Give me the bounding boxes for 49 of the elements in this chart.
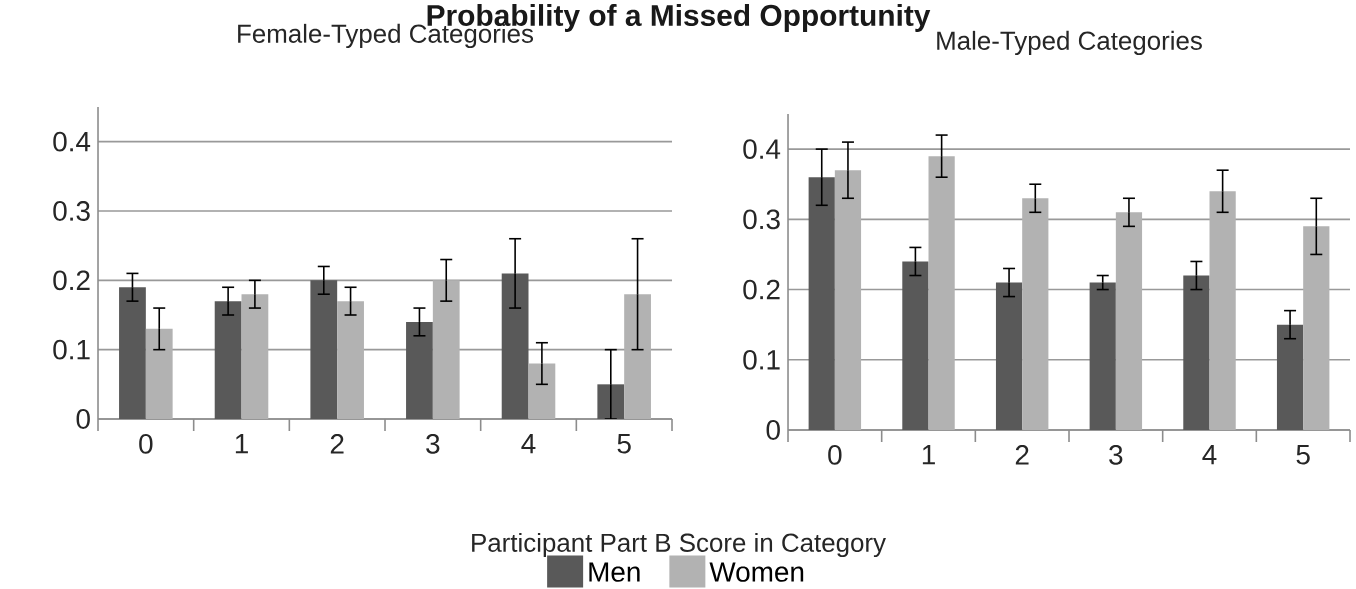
x-tick-label: 2	[330, 434, 344, 454]
x-axis-title: Participant Part B Score in Category	[472, 532, 886, 558]
x-tick-label: 3	[1109, 445, 1123, 465]
bar	[808, 177, 835, 430]
y-tick-label: 0	[766, 420, 780, 440]
legend-label: Men	[589, 562, 640, 582]
x-tick-label: 1	[235, 434, 248, 454]
y-tick-label: 0.3	[53, 201, 90, 221]
legend-label: Women	[709, 562, 804, 582]
bar	[928, 156, 955, 430]
y-tick-label: 0.1	[53, 339, 90, 360]
bar	[834, 170, 862, 430]
bar	[1209, 191, 1236, 430]
bar	[145, 328, 173, 419]
bar	[1022, 198, 1049, 430]
x-tick-label: 4	[1202, 445, 1217, 465]
bar	[241, 294, 269, 419]
bar	[119, 287, 146, 419]
x-tick-label: 0	[139, 434, 153, 454]
bar	[1115, 212, 1143, 430]
bar	[310, 280, 338, 419]
x-tick-label: 0	[828, 445, 842, 465]
y-tick-label: 0.2	[743, 279, 780, 300]
y-tick-label: 0.3	[743, 209, 780, 230]
y-tick-label: 0.4	[743, 139, 781, 159]
bar	[501, 273, 529, 419]
bar	[902, 261, 929, 430]
chart-title: Male-Typed Categories	[937, 30, 1202, 56]
bar	[214, 301, 242, 419]
x-tick-label: 5	[617, 434, 631, 454]
bar	[528, 363, 556, 419]
bar	[1276, 324, 1304, 430]
x-tick-label: 4	[521, 434, 536, 454]
bar	[995, 282, 1023, 430]
bar	[1089, 282, 1116, 430]
x-tick-label: 3	[426, 434, 440, 454]
bar	[432, 280, 460, 419]
bar	[1183, 275, 1210, 430]
bar	[337, 301, 364, 419]
bar	[624, 294, 651, 419]
bar	[1303, 226, 1330, 430]
y-tick-label: 0	[76, 409, 90, 429]
x-tick-label: 2	[1015, 445, 1029, 465]
y-tick-label: 0.2	[53, 270, 90, 291]
y-tick-label: 0.1	[743, 349, 780, 370]
x-tick-label: 1	[922, 445, 935, 465]
y-tick-label: 0.4	[53, 131, 91, 152]
bar	[406, 321, 433, 419]
x-tick-label: 5	[1296, 445, 1310, 465]
